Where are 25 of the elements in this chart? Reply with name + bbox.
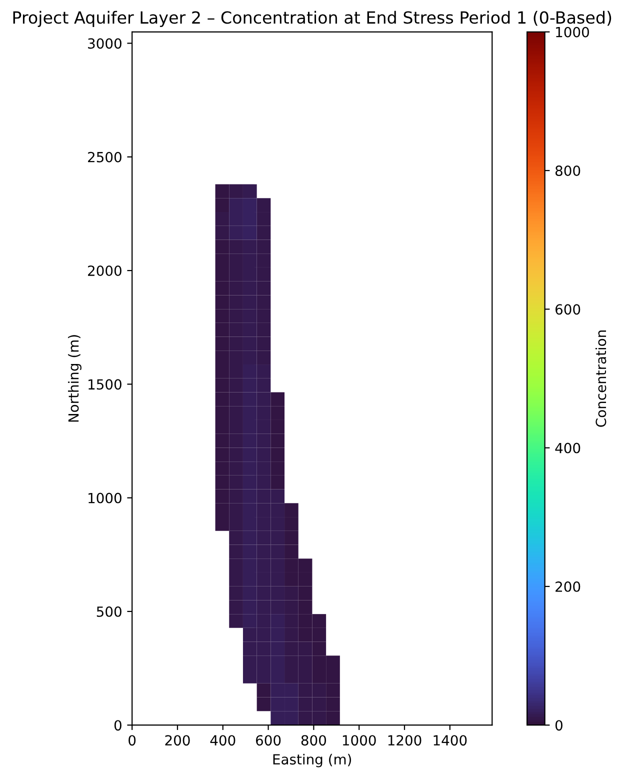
y-tick-label: 2500 (88, 152, 122, 162)
color-bar-label: 0 (555, 720, 562, 731)
x-tick-label: 0 (128, 735, 136, 746)
y-tick-label: 500 (96, 606, 122, 617)
x-axis-title: Easting (m) (273, 754, 352, 768)
y-tick-label: 1000 (88, 492, 122, 504)
y-tick-label: 2000 (88, 266, 122, 276)
color-bar-label: 600 (556, 304, 580, 315)
color-bar-label: 200 (556, 581, 580, 592)
x-tick-label: 600 (256, 735, 281, 746)
x-tick-label: 800 (301, 735, 326, 746)
x-tick-label: 1200 (388, 735, 422, 746)
color-bar-label: 1000 (556, 26, 589, 38)
x-tick-label: 400 (210, 735, 236, 746)
y-tick-label: 1500 (88, 379, 122, 390)
color-bar-label: 800 (555, 166, 580, 176)
x-tick-label: 200 (165, 735, 190, 746)
y-tick-label: 3000 (88, 38, 122, 49)
color-bar-label: 400 (555, 442, 580, 454)
x-tick-label: 1000 (342, 735, 376, 746)
y-tick-label: 0 (114, 720, 122, 731)
y-axis-title: Northing (m) (68, 335, 82, 422)
color-bar-title: Concentration (595, 330, 606, 427)
x-tick-label: 1400 (434, 735, 467, 746)
chart-title: Project Aquifer Layer 2 – Concentration at End Stress Period 1 (0-Based) (13, 10, 612, 28)
